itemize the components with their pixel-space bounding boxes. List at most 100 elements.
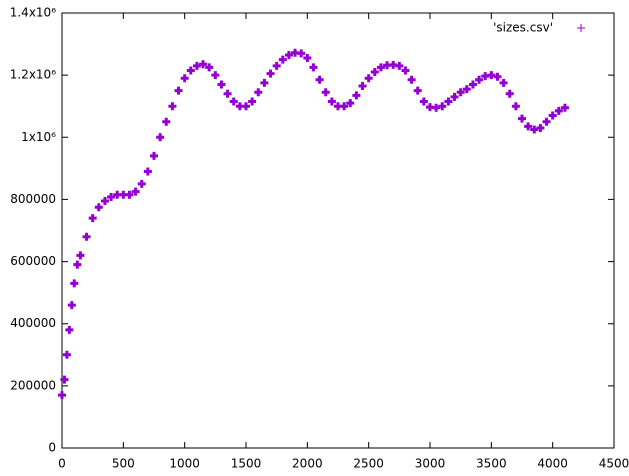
- point: [444, 97, 453, 106]
- x-tick-label: 3000: [415, 457, 446, 471]
- point: [211, 71, 220, 80]
- point: [260, 78, 269, 87]
- point: [493, 72, 502, 81]
- x-tick-label: 0: [58, 457, 66, 471]
- point: [462, 85, 471, 94]
- x-tick-label: 1500: [231, 457, 262, 471]
- point: [65, 325, 74, 334]
- point: [358, 82, 367, 91]
- point: [137, 179, 146, 188]
- legend-marker: [577, 24, 585, 32]
- point: [327, 97, 336, 106]
- point: [60, 375, 69, 384]
- point: [94, 203, 103, 212]
- point: [217, 80, 226, 89]
- point: [395, 61, 404, 70]
- point: [315, 75, 324, 84]
- x-tick-label: 1000: [169, 457, 200, 471]
- point: [364, 74, 373, 83]
- y-tick-label: 200000: [10, 378, 56, 392]
- point: [352, 91, 361, 100]
- point: [156, 133, 165, 142]
- y-tick-label: 400000: [10, 316, 56, 330]
- point: [73, 260, 82, 269]
- point: [107, 192, 116, 201]
- y-tick-label: 1.4x10⁶: [10, 6, 56, 20]
- point: [272, 61, 281, 70]
- point: [58, 391, 66, 400]
- x-tick-label: 500: [112, 457, 135, 471]
- point: [67, 301, 76, 310]
- point: [536, 123, 545, 132]
- point: [254, 88, 263, 97]
- point: [524, 122, 533, 131]
- point: [456, 88, 465, 97]
- point: [248, 97, 257, 106]
- x-tick-label: 4500: [599, 457, 629, 471]
- point: [131, 187, 140, 196]
- point: [76, 251, 85, 260]
- point: [242, 102, 250, 111]
- point: [432, 103, 441, 112]
- point: [419, 97, 428, 106]
- point: [560, 103, 569, 112]
- point: [346, 99, 355, 108]
- y-tick-label: 0: [48, 441, 56, 455]
- y-tick-label: 1.2x10⁶: [10, 68, 56, 82]
- point: [150, 151, 158, 160]
- point: [401, 66, 410, 75]
- point: [518, 114, 526, 123]
- point: [174, 86, 183, 95]
- point: [511, 102, 520, 111]
- point: [70, 279, 79, 288]
- point: [100, 196, 109, 205]
- point: [199, 60, 208, 69]
- point: [438, 102, 447, 111]
- point: [297, 49, 306, 58]
- point: [376, 63, 385, 72]
- point: [186, 66, 195, 75]
- point: [88, 214, 97, 223]
- point: [180, 74, 189, 83]
- point: [205, 63, 214, 72]
- point: [542, 117, 551, 126]
- point: [82, 232, 91, 241]
- point: [229, 97, 238, 106]
- point: [499, 78, 508, 87]
- point: [530, 125, 539, 134]
- point: [554, 106, 563, 115]
- plot-border: [61, 12, 615, 449]
- point: [487, 71, 496, 80]
- point: [192, 61, 201, 70]
- point: [125, 190, 134, 199]
- point: [548, 111, 557, 120]
- point: [284, 50, 293, 59]
- point: [321, 88, 330, 97]
- point: [413, 86, 422, 95]
- x-tick-label: 2500: [353, 457, 384, 471]
- point: [62, 350, 71, 359]
- y-tick-label: 800000: [10, 192, 56, 206]
- point: [266, 69, 275, 78]
- y-tick-label: 1x10⁶: [21, 130, 56, 144]
- point: [143, 167, 152, 176]
- y-tick-label: 600000: [10, 254, 56, 268]
- point: [370, 68, 379, 77]
- point: [168, 102, 177, 111]
- point: [340, 102, 349, 111]
- point: [505, 89, 514, 98]
- point: [223, 89, 232, 98]
- legend-label: 'sizes.csv': [493, 21, 553, 35]
- point: [475, 75, 484, 84]
- x-tick-label: 4000: [537, 457, 568, 471]
- point: [309, 63, 318, 72]
- x-tick-label: 3500: [476, 457, 507, 471]
- point: [407, 75, 416, 84]
- x-tick-label: 2000: [292, 457, 323, 471]
- point: [450, 92, 459, 101]
- point: [468, 80, 477, 89]
- point: [278, 55, 287, 64]
- point: [162, 117, 171, 126]
- point: [303, 54, 312, 63]
